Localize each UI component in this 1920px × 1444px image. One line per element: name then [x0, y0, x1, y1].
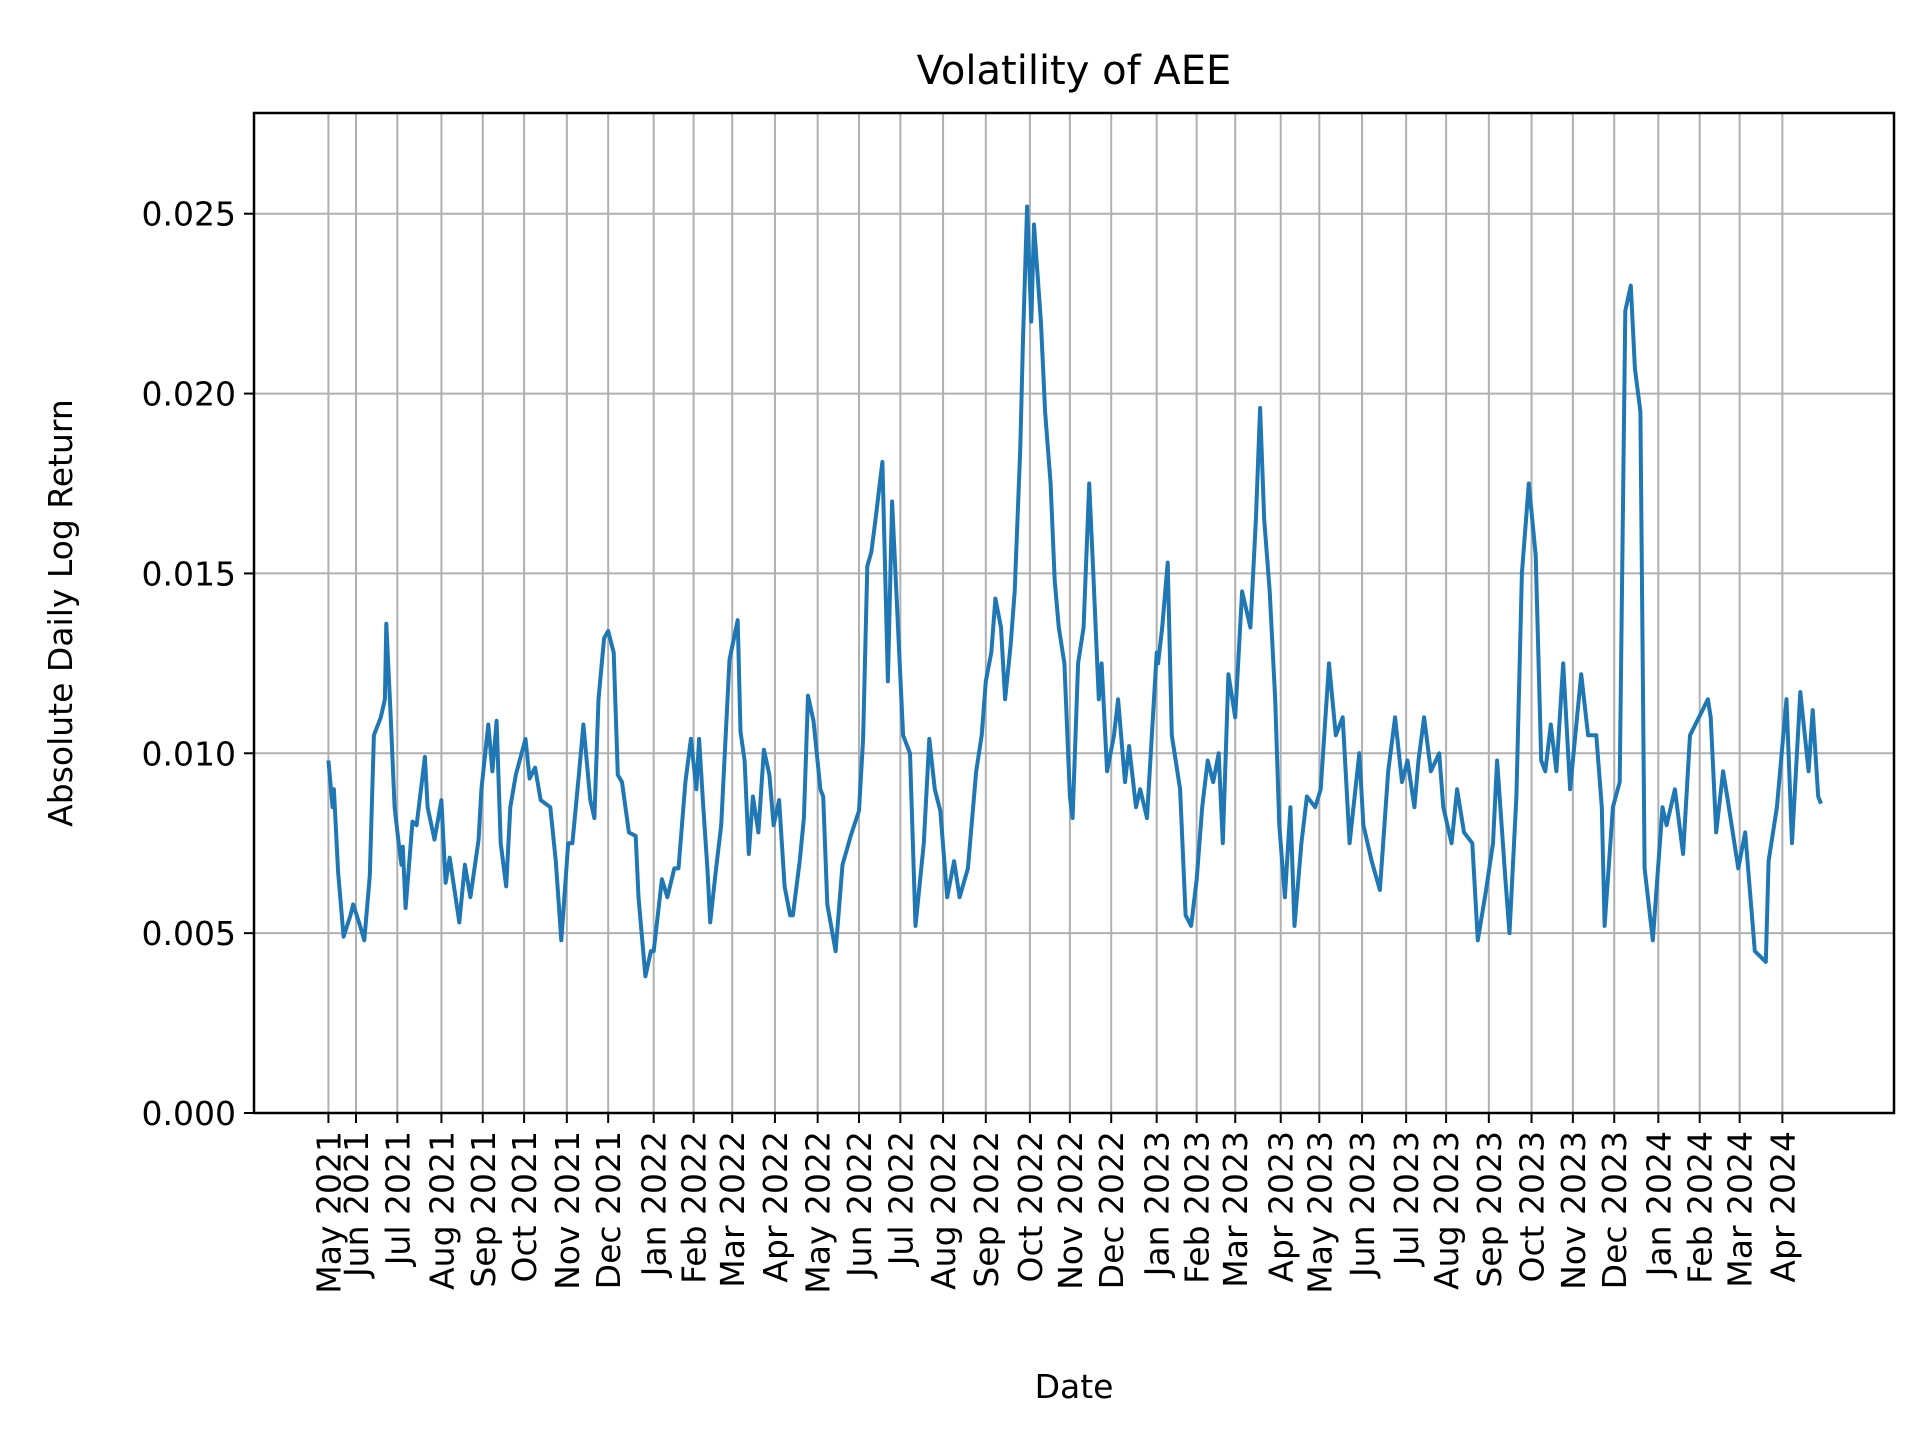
y-axis-label: Absolute Daily Log Return [41, 399, 80, 827]
x-tick-label: Sep 2022 [967, 1131, 1006, 1288]
x-tick-label: Apr 2024 [1763, 1131, 1802, 1283]
x-tick-label: Dec 2021 [589, 1131, 628, 1289]
x-tick-label: Sep 2023 [1470, 1131, 1509, 1288]
x-tick-label: Oct 2023 [1513, 1131, 1552, 1283]
x-tick-label: Jan 2022 [635, 1131, 674, 1278]
y-tick-label: 0.020 [142, 375, 236, 414]
x-tick-label: Oct 2022 [1011, 1131, 1050, 1283]
x-tick-label: Sep 2021 [464, 1131, 503, 1288]
x-tick-label: Feb 2024 [1681, 1131, 1720, 1284]
x-tick-label: Jul 2021 [378, 1131, 417, 1267]
y-tick-label: 0.005 [142, 914, 236, 953]
x-tick-label: Aug 2023 [1427, 1131, 1466, 1290]
x-tick-label: Mar 2023 [1216, 1131, 1255, 1288]
x-tick-label: Oct 2021 [505, 1131, 544, 1283]
y-tick-label: 0.025 [142, 195, 236, 234]
x-tick-label: May 2022 [799, 1131, 838, 1294]
y-tick-label: 0.015 [142, 554, 236, 593]
x-tick-label: Jan 2024 [1639, 1131, 1678, 1278]
x-tick-label: Jan 2023 [1138, 1131, 1177, 1278]
x-tick-label: Nov 2023 [1554, 1131, 1593, 1290]
x-tick-label: Nov 2021 [548, 1131, 587, 1290]
y-tick-label: 0.000 [142, 1094, 236, 1133]
x-tick-label: Dec 2022 [1092, 1131, 1131, 1289]
x-tick-label: Aug 2022 [924, 1131, 963, 1290]
y-tick-label: 0.010 [142, 734, 236, 773]
x-tick-label: May 2023 [1300, 1131, 1339, 1294]
x-tick-label: Jul 2023 [1387, 1131, 1426, 1267]
x-axis-label: Date [1035, 1367, 1114, 1406]
x-tick-label: Dec 2023 [1595, 1131, 1634, 1289]
x-tick-label: Jul 2022 [881, 1131, 920, 1267]
x-tick-label: Apr 2022 [756, 1131, 795, 1283]
x-tick-label: Mar 2022 [713, 1131, 752, 1288]
x-tick-label: Jun 2023 [1343, 1131, 1382, 1279]
x-tick-label: Nov 2022 [1051, 1131, 1090, 1290]
x-tick-label: Feb 2022 [675, 1131, 714, 1284]
x-tick-label: Aug 2021 [422, 1131, 461, 1290]
x-tick-label: Feb 2023 [1178, 1131, 1217, 1284]
x-tick-label: Jun 2021 [337, 1131, 376, 1279]
x-tick-label: Jun 2022 [840, 1131, 879, 1279]
chart-title: Volatility of AEE [917, 48, 1232, 94]
x-tick-label: Mar 2024 [1721, 1131, 1760, 1288]
x-tick-label: Apr 2023 [1262, 1131, 1301, 1283]
